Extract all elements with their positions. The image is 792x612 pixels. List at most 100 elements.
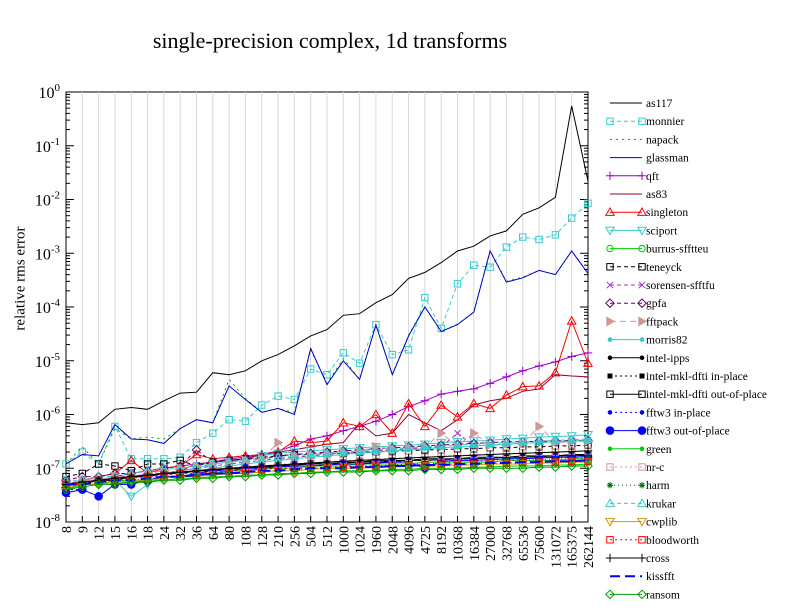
data-point (582, 431, 594, 440)
data-point (338, 446, 349, 456)
data-point (468, 439, 479, 448)
data-point (585, 438, 591, 443)
x-tick-label: 4725 (419, 526, 434, 554)
data-point (583, 461, 593, 471)
legend-item: sorensen-sfftfu (606, 280, 715, 292)
data-point (638, 263, 646, 271)
data-point (551, 447, 560, 457)
legend-item: intel-mkl-dfti in-place (607, 371, 748, 383)
data-point (241, 417, 250, 425)
data-point (605, 298, 615, 309)
data-point (420, 396, 430, 405)
data-point (485, 438, 496, 448)
data-point (583, 348, 593, 358)
x-tick-label: 504 (305, 526, 320, 547)
data-point (470, 428, 480, 439)
data-point (566, 432, 577, 442)
data-point (638, 117, 646, 125)
data-point (604, 206, 616, 216)
legend-label: fftpack (646, 316, 679, 328)
data-point (111, 422, 119, 431)
legend-item: napack (610, 134, 679, 146)
data-point (339, 349, 348, 357)
x-tick-label: 27000 (484, 526, 499, 561)
data-point (110, 479, 120, 490)
legend-label: fftw3 out-of-place (646, 426, 730, 438)
data-point (354, 467, 365, 477)
data-point (453, 429, 462, 437)
data-point (584, 199, 592, 207)
data-point (387, 427, 398, 437)
data-point (639, 410, 645, 415)
data-point (193, 471, 200, 479)
x-tick-label: 8192 (435, 526, 450, 554)
legend-label: intel-mkl-dfti out-of-place (646, 389, 767, 401)
data-point (607, 410, 613, 415)
data-point (534, 459, 545, 469)
x-tick-label: 9 (76, 526, 91, 533)
y-tick-exp: -4 (51, 297, 61, 309)
data-point (502, 449, 511, 459)
legend-label: sorensen-sfftfu (646, 280, 715, 292)
data-point (142, 477, 153, 488)
legend-label: harm (646, 480, 670, 492)
data-point (240, 471, 251, 482)
data-point (566, 461, 577, 471)
data-point (566, 315, 577, 325)
data-point (436, 389, 446, 399)
data-point (256, 470, 267, 480)
legend-label: ransom (646, 589, 680, 601)
legend-item: fftpack (606, 316, 679, 328)
data-point (404, 453, 413, 463)
data-point (551, 357, 560, 367)
data-point (321, 435, 333, 445)
data-point (534, 448, 544, 457)
data-point (502, 243, 511, 251)
legend-label: napack (646, 134, 679, 146)
legend-item: gpfa (605, 298, 666, 310)
legend-label: nr-c (646, 462, 664, 474)
legend-label: morris82 (646, 335, 688, 347)
legend-item: qft (605, 171, 660, 183)
x-tick-label: 64 (207, 526, 222, 540)
data-point (638, 463, 646, 471)
data-point (607, 446, 613, 452)
data-point (77, 481, 88, 492)
data-point (605, 553, 615, 563)
series-cross (61, 446, 593, 489)
legend-item: cross (605, 553, 670, 565)
data-point (224, 471, 235, 482)
x-tick-label: 16384 (468, 526, 483, 561)
data-point (273, 446, 284, 456)
data-point (638, 536, 646, 544)
data-point (388, 454, 397, 463)
legend-label: glassman (646, 153, 689, 165)
data-point (94, 460, 103, 468)
legend-label: qft (646, 171, 660, 183)
data-point (605, 426, 615, 435)
data-point (306, 458, 315, 468)
data-point (160, 460, 168, 468)
data-point (567, 447, 576, 456)
data-point (606, 281, 614, 289)
data-point (636, 517, 648, 527)
data-point (566, 458, 577, 468)
data-point (403, 398, 414, 408)
data-point (436, 464, 447, 475)
data-point (420, 453, 430, 462)
data-point (639, 446, 645, 452)
data-point (607, 355, 613, 361)
data-point (209, 429, 217, 437)
x-tick-label: 65536 (517, 526, 532, 561)
x-tick-label: 131072 (549, 526, 564, 568)
data-point (469, 450, 479, 460)
data-point (607, 373, 613, 379)
data-point (387, 465, 398, 476)
data-point (638, 482, 646, 489)
legend-item: singleton (604, 206, 688, 219)
y-tick-label: 100 (39, 82, 61, 102)
legend-label: kissfft (646, 571, 675, 583)
data-point (371, 417, 381, 426)
data-point (403, 442, 414, 452)
y-tick-label: 10-8 (35, 512, 61, 532)
